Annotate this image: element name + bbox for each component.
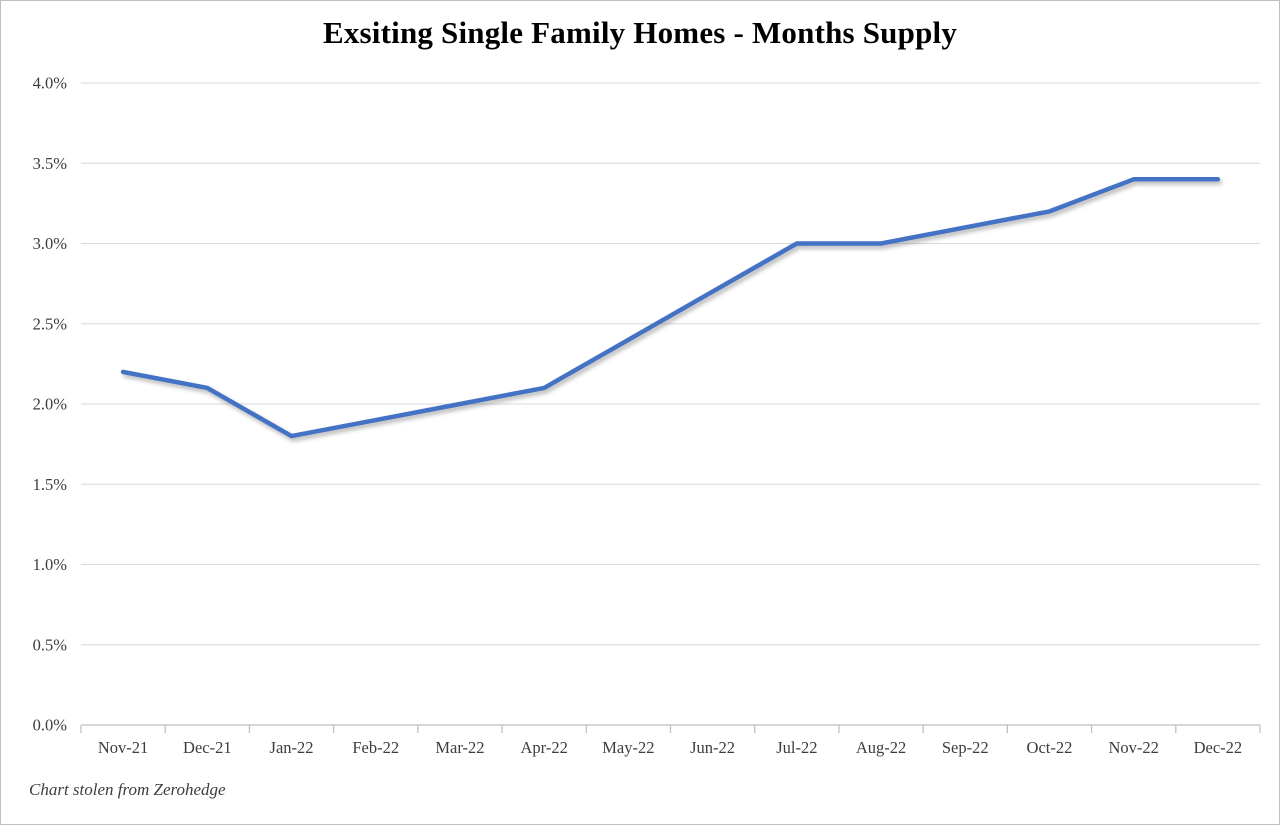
source-footnote: Chart stolen from Zerohedge bbox=[29, 780, 226, 799]
x-axis-category-label: Mar-22 bbox=[435, 738, 484, 757]
y-axis-tick-label: 0.5% bbox=[33, 635, 68, 654]
x-axis-category-label: Oct-22 bbox=[1027, 738, 1073, 757]
chart-title: Exsiting Single Family Homes - Months Su… bbox=[322, 15, 958, 50]
x-axis-category-label: Sep-22 bbox=[942, 738, 989, 757]
x-axis-category-label: Nov-22 bbox=[1108, 738, 1158, 757]
y-axis-tick-label: 4.0% bbox=[33, 74, 68, 93]
x-axis-category-label: Dec-21 bbox=[183, 738, 232, 757]
x-axis-category-label: May-22 bbox=[602, 738, 654, 757]
x-axis-category-label: Feb-22 bbox=[352, 738, 399, 757]
y-axis-tick-label: 0.0% bbox=[33, 716, 68, 735]
x-axis-category-label: Apr-22 bbox=[521, 738, 568, 757]
y-axis-tick-label: 2.0% bbox=[33, 395, 68, 414]
x-axis-category-label: Nov-21 bbox=[98, 738, 148, 757]
y-axis-tick-label: 1.0% bbox=[33, 555, 68, 574]
y-axis-tick-label: 3.0% bbox=[33, 234, 68, 253]
x-axis-category-label: Jun-22 bbox=[690, 738, 735, 757]
y-axis-tick-label: 2.5% bbox=[33, 314, 68, 333]
x-axis-category-label: Dec-22 bbox=[1194, 738, 1243, 757]
x-axis-category-label: Aug-22 bbox=[856, 738, 906, 757]
x-axis-category-label: Jul-22 bbox=[776, 738, 817, 757]
months-supply-series-line bbox=[120, 177, 1221, 439]
x-axis-category-label: Jan-22 bbox=[270, 738, 314, 757]
y-axis-tick-label: 3.5% bbox=[33, 154, 68, 173]
y-axis-tick-label: 1.5% bbox=[33, 475, 68, 494]
